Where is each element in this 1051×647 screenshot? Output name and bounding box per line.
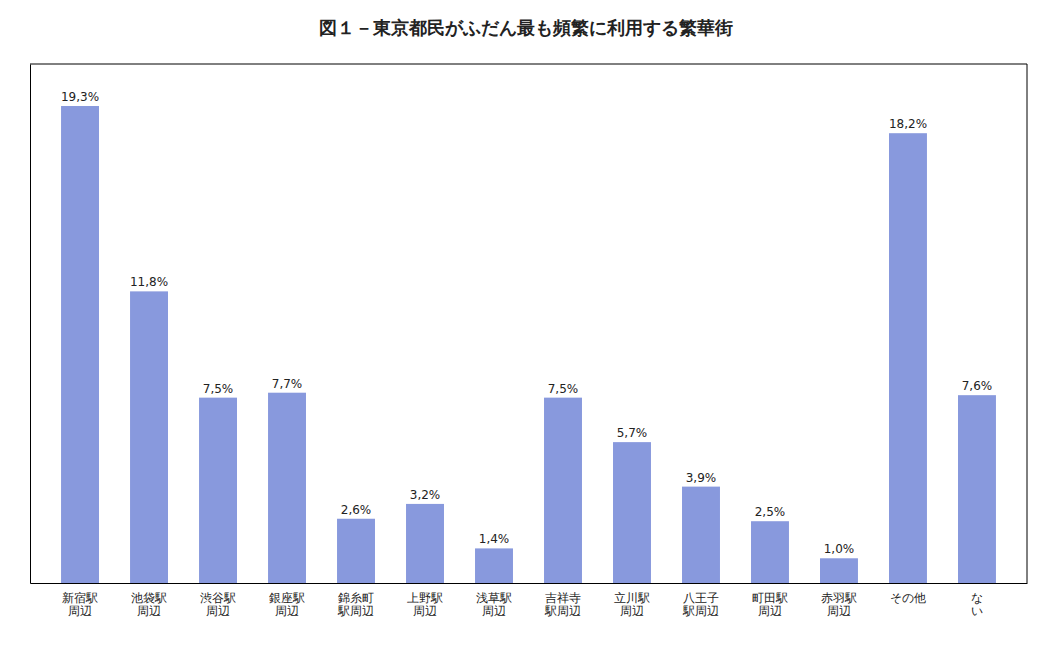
data-label: 7,7% — [272, 377, 303, 391]
x-tick-label: 立川駅周辺 — [614, 591, 650, 619]
x-tick-label-line: 周辺 — [758, 604, 782, 618]
data-label: 19,3% — [61, 90, 99, 104]
x-tick: 銀座駅周辺 — [269, 591, 305, 619]
bar — [61, 106, 99, 583]
data-label: 5,7% — [617, 426, 648, 440]
data-label: 2,5% — [755, 505, 786, 519]
x-tick-label: 町田駅周辺 — [752, 591, 788, 619]
bar — [406, 504, 444, 583]
x-tick: 町田駅周辺 — [752, 591, 788, 619]
x-tick-label-line: 赤羽駅 — [821, 591, 857, 605]
x-tick-label-line: 銀座駅 — [269, 591, 305, 605]
x-tick-label-line: 周辺 — [413, 604, 437, 618]
x-tick-label: 赤羽駅周辺 — [821, 591, 857, 619]
frame-right — [1027, 64, 1028, 583]
x-tick-label-line: 立川駅 — [614, 591, 650, 605]
bar — [820, 558, 858, 583]
y-axis — [30, 65, 31, 584]
bar — [958, 395, 996, 583]
y-axis-line — [30, 65, 31, 584]
x-tick-label: 渋谷駅周辺 — [200, 591, 236, 619]
x-tick-label: 浅草駅周辺 — [476, 591, 512, 619]
x-tick-label: 錦糸町駅周辺 — [337, 591, 374, 619]
x-tick-label: 銀座駅周辺 — [269, 591, 305, 619]
x-tick-label-line: 上野駅 — [407, 591, 443, 605]
data-label: 2,6% — [341, 503, 372, 517]
title: 図１－東京都民がふだん最も頻繁に利用する繁華街 — [319, 17, 733, 38]
x-tick-label-line: 町田駅 — [752, 591, 788, 605]
bars — [61, 106, 996, 583]
x-tick: 立川駅周辺 — [614, 591, 650, 619]
x-tick: 渋谷駅周辺 — [200, 591, 236, 619]
x-tick: 錦糸町駅周辺 — [337, 591, 374, 619]
data-label: 7,6% — [962, 379, 993, 393]
x-tick: 新宿駅周辺 — [62, 591, 98, 619]
x-tick-label-line: 新宿駅 — [62, 591, 98, 605]
x-tick-label: 新宿駅周辺 — [62, 591, 98, 619]
x-tick-label: 八王子駅周辺 — [682, 591, 719, 619]
x-tick-label-line: 駅周辺 — [544, 604, 581, 618]
x-tick-label-line: 浅草駅 — [476, 591, 512, 605]
data-label: 1,0% — [824, 542, 855, 556]
bar — [889, 133, 927, 583]
x-tick-label-line: 周辺 — [206, 604, 230, 618]
x-tick-label-line: その他 — [890, 591, 926, 605]
x-tick-label-line: 周辺 — [827, 604, 851, 618]
x-tick-label-line: 池袋駅 — [131, 591, 167, 605]
x-tick-label-line: い — [971, 604, 983, 618]
x-tick-label: 池袋駅周辺 — [131, 591, 167, 619]
bar — [199, 398, 237, 583]
x-tick: その他 — [890, 591, 926, 605]
x-tick-label-line: 周辺 — [275, 604, 299, 618]
data-label: 1,4% — [479, 532, 510, 546]
bar — [682, 487, 720, 583]
x-tick: 浅草駅周辺 — [476, 591, 512, 619]
data-labels: 19,3% 11,8% 7,5% 7,7% 2,6% 3,2% 1,4% 7,5% 5,7% 3,… — [61, 90, 992, 556]
data-label: 11,8% — [130, 275, 168, 289]
x-tick-label: ない — [971, 591, 983, 619]
x-tick: ない — [971, 591, 983, 619]
x-tick-label-line: 渋谷駅 — [200, 591, 236, 605]
bar — [751, 521, 789, 583]
x-tick-label-line: 吉祥寺 — [545, 591, 581, 605]
x-tick-label-line: な — [971, 591, 983, 605]
x-tick-label-line: 八王子 — [683, 591, 719, 605]
bar — [544, 398, 582, 583]
data-label: 3,2% — [410, 488, 441, 502]
data-label: 7,5% — [548, 382, 579, 396]
bar — [130, 291, 168, 583]
plot: 新宿駅周辺池袋駅周辺渋谷駅周辺銀座駅周辺錦糸町駅周辺上野駅周辺浅草駅周辺吉祥寺駅… — [30, 64, 1028, 618]
bar — [268, 393, 306, 583]
bar — [475, 548, 513, 583]
bar — [337, 519, 375, 583]
x-tick: 上野駅周辺 — [407, 591, 443, 619]
data-label: 18,2% — [889, 117, 927, 131]
chart: 図１－東京都民がふだん最も頻繁に利用する繁華街新宿駅周辺池袋駅周辺渋谷駅周辺銀座… — [0, 0, 1051, 647]
x-tick-label-line: 周辺 — [482, 604, 506, 618]
frame-top — [30, 64, 1027, 65]
x-tick: 池袋駅周辺 — [131, 591, 167, 619]
x-tick-label-line: 周辺 — [620, 604, 644, 618]
x-tick-label-line: 駅周辺 — [337, 604, 374, 618]
x-tick-label-line: 錦糸町 — [338, 591, 374, 605]
x-axis: 新宿駅周辺池袋駅周辺渋谷駅周辺銀座駅周辺錦糸町駅周辺上野駅周辺浅草駅周辺吉祥寺駅… — [31, 584, 1028, 619]
x-tick: 吉祥寺駅周辺 — [544, 591, 581, 619]
data-label: 3,9% — [686, 471, 717, 485]
x-tick: 八王子駅周辺 — [682, 591, 719, 619]
x-tick: 赤羽駅周辺 — [821, 591, 857, 619]
x-tick-label-line: 周辺 — [137, 604, 161, 618]
x-tick-label-line: 駅周辺 — [682, 604, 719, 618]
bar — [613, 442, 651, 583]
data-label: 7,5% — [203, 382, 234, 396]
x-tick-label: 吉祥寺駅周辺 — [544, 591, 581, 619]
x-tick-label: 上野駅周辺 — [407, 591, 443, 619]
x-axis-line — [31, 583, 1028, 584]
x-tick-label: その他 — [890, 591, 926, 605]
x-tick-label-line: 周辺 — [68, 604, 92, 618]
